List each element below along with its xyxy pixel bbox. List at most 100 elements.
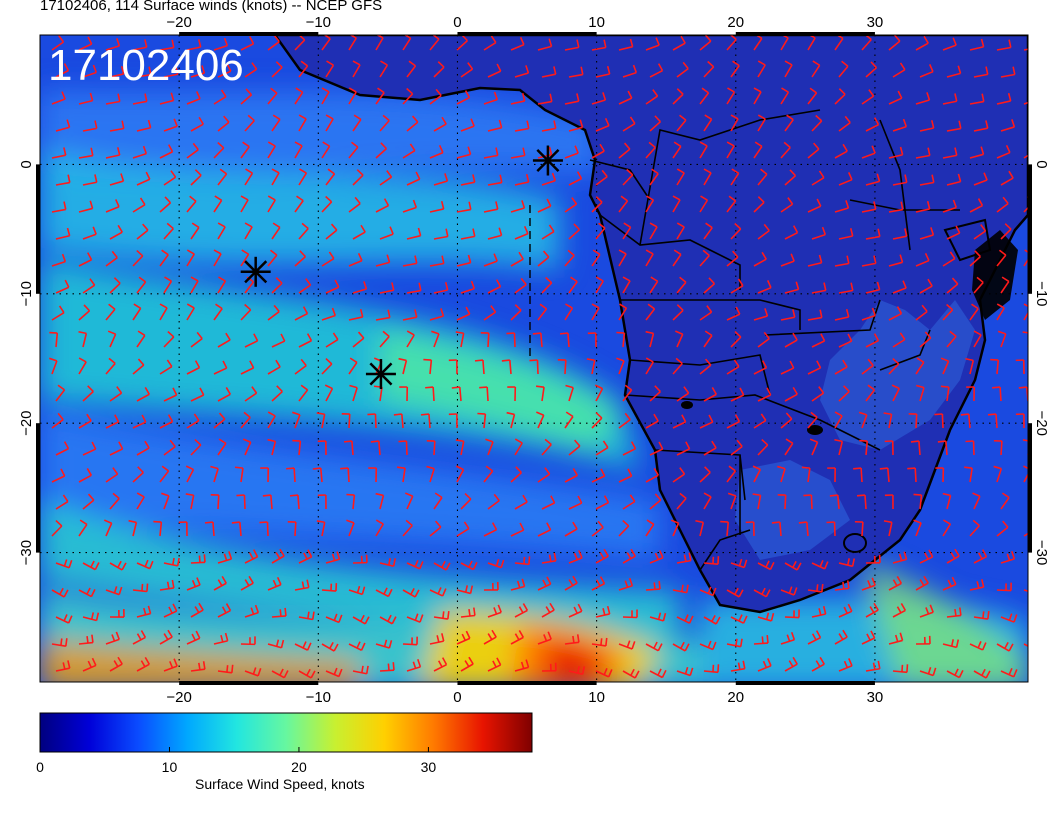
lat-label-right: −20 <box>1033 410 1050 435</box>
wind-barb <box>510 147 526 159</box>
wind-barb <box>510 200 526 213</box>
wind-barb <box>242 438 252 456</box>
wind-barb <box>217 551 233 564</box>
continent-outline <box>273 35 1028 614</box>
date-stamp: 17102406 <box>48 41 244 90</box>
wind-barb <box>568 550 583 564</box>
wind-barb <box>163 118 178 132</box>
wind-barb <box>448 413 458 429</box>
wind-barb <box>433 61 445 78</box>
wind-barb <box>163 66 179 78</box>
wind-barb <box>105 631 120 645</box>
wind-barb <box>132 39 148 51</box>
wind-barb <box>213 141 225 159</box>
wind-barb <box>78 330 88 348</box>
wind-barb <box>185 465 195 483</box>
wind-barb <box>996 144 1011 159</box>
wind-barb <box>213 249 222 267</box>
wind-barb <box>398 357 408 375</box>
lon-label-top: 30 <box>867 14 884 31</box>
wind-barb <box>946 120 962 132</box>
wind-barb <box>784 281 800 294</box>
wind-barb <box>105 586 123 596</box>
wind-barb <box>807 309 823 321</box>
wind-barb <box>514 494 528 510</box>
wind-barb <box>780 141 791 159</box>
wind-barb <box>159 465 170 483</box>
wind-barb <box>784 225 799 240</box>
wind-barb <box>109 560 127 571</box>
wind-barb <box>105 199 120 213</box>
wind-barb <box>298 60 309 78</box>
wind-barb <box>429 633 445 645</box>
wind-barb <box>780 412 793 429</box>
wind-barb <box>973 172 988 186</box>
wind-barb <box>996 92 1012 105</box>
lat-label-left: 0 <box>18 160 35 168</box>
wind-barb <box>349 384 358 402</box>
wind-barb <box>514 659 530 672</box>
wind-barb <box>217 603 232 618</box>
wind-barb <box>51 412 64 429</box>
wind-barb <box>460 493 472 510</box>
wind-barb <box>834 88 846 105</box>
wind-barb <box>730 278 744 294</box>
wind-barb <box>969 641 987 651</box>
wind-barb <box>132 197 146 213</box>
wind-barb <box>883 412 893 429</box>
wind-barb <box>537 522 552 537</box>
wind-barb <box>703 387 718 402</box>
wind-barb <box>838 172 853 186</box>
wind-barb <box>213 89 227 105</box>
wind-barb <box>460 607 476 618</box>
wind-barb <box>341 413 351 429</box>
wind-barb <box>645 89 659 105</box>
wind-barb <box>942 576 957 591</box>
wind-barb <box>1000 613 1018 623</box>
wind-barb <box>298 333 313 348</box>
wind-barb <box>244 667 262 677</box>
wind-barb <box>618 142 631 159</box>
wind-barb <box>726 306 741 321</box>
wind-barb <box>460 174 476 186</box>
wind-barb <box>514 277 527 294</box>
wind-barb <box>784 332 798 348</box>
wind-barb <box>996 582 1012 592</box>
wind-barb <box>645 467 659 483</box>
wind-barb <box>892 551 908 564</box>
wind-barb <box>321 35 331 51</box>
wind-barb <box>919 120 935 132</box>
wind-barb <box>159 359 173 375</box>
wind-barb <box>834 438 844 456</box>
wind-barb <box>433 492 443 510</box>
wind-barb <box>267 359 281 375</box>
wind-barb <box>55 614 73 624</box>
wind-barb <box>699 466 711 483</box>
wind-barb <box>240 411 251 429</box>
wind-barb <box>865 660 881 672</box>
wind-barb <box>559 332 570 348</box>
wind-barb <box>1000 276 1010 294</box>
wind-barb <box>946 330 957 348</box>
wind-barb <box>109 120 125 132</box>
wind-barb <box>811 656 825 672</box>
wind-barb <box>348 87 357 105</box>
wind-barb <box>456 585 474 595</box>
wind-barb <box>865 554 881 564</box>
wind-barb <box>1023 101 1028 105</box>
wind-barb <box>271 385 283 402</box>
wind-barb <box>210 465 219 483</box>
wind-barb <box>213 360 228 375</box>
wind-barb <box>487 174 503 186</box>
wind-barb <box>514 438 523 456</box>
wind-barb <box>784 656 798 672</box>
wind-barb <box>370 440 381 456</box>
wind-barb <box>271 114 281 132</box>
wind-barb <box>298 384 309 402</box>
wind-barb <box>942 492 952 510</box>
wind-barb <box>834 580 850 591</box>
wind-barb <box>973 668 991 679</box>
wind-barb <box>128 519 138 537</box>
wind-barb <box>807 35 816 51</box>
wind-barb <box>55 279 70 294</box>
